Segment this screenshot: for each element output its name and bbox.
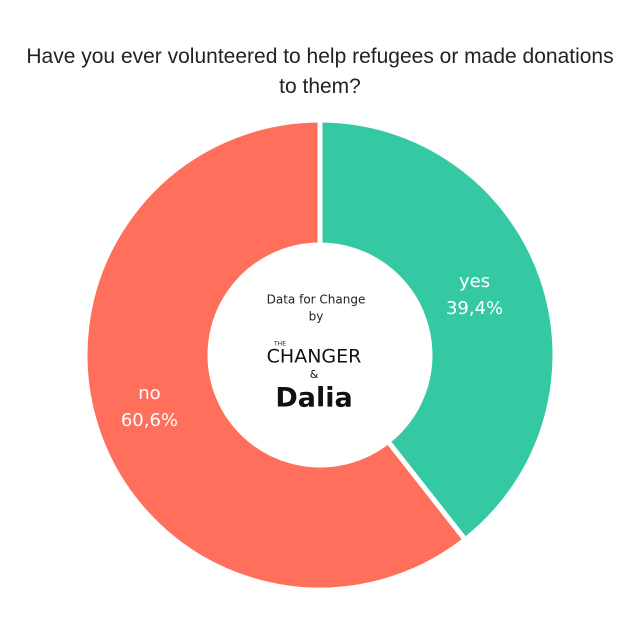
center-text: Data for Change [267, 293, 366, 307]
logo-main: CHANGER [267, 346, 362, 368]
donut-slice [317, 117, 558, 544]
value-label: 60,6% [121, 410, 178, 431]
donut-slice [82, 117, 469, 593]
value-label: 39,4% [446, 298, 503, 319]
logo-brand: Dalia [275, 383, 352, 414]
slice-label: yes [459, 271, 490, 292]
chart-title: Have you ever volunteered to help refuge… [26, 45, 614, 98]
slice-label: no [138, 383, 160, 404]
logo-small: THE [273, 341, 286, 348]
logo-amp: & [310, 368, 319, 381]
center-text: by [309, 310, 324, 324]
